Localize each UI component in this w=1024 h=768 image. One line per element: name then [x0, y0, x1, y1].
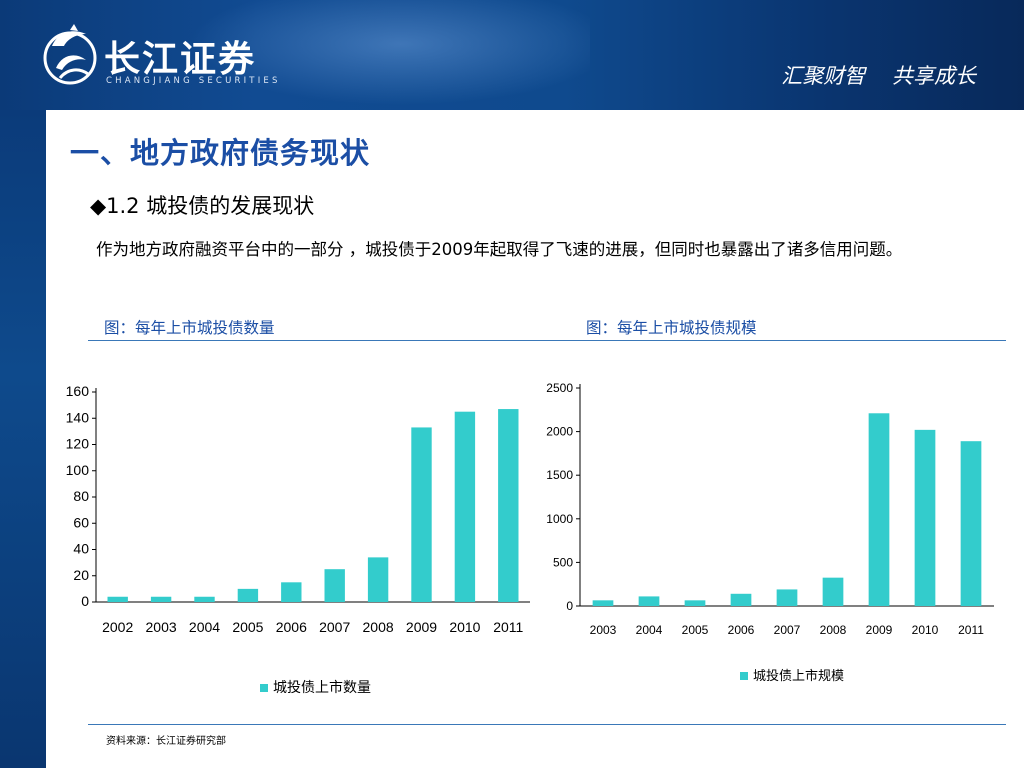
x-tick-label: 2009	[866, 623, 893, 637]
y-tick-label: 100	[66, 462, 90, 478]
x-tick-label: 2010	[912, 623, 939, 637]
header-glow	[170, 0, 590, 110]
bar-2009	[411, 427, 432, 602]
x-tick-label: 2005	[232, 619, 263, 635]
bar-2003	[592, 600, 614, 606]
source-note: 资料来源：长江证券研究部	[106, 736, 226, 747]
y-tick-label: 40	[73, 541, 89, 557]
bar-2007	[776, 589, 798, 606]
legend-swatch	[260, 684, 268, 692]
bar-2008	[367, 557, 389, 602]
x-tick-label: 2007	[774, 623, 801, 637]
bar-2006	[281, 582, 302, 602]
bar-2010	[454, 411, 476, 602]
x-tick-label: 2004	[189, 619, 220, 635]
x-tick-label: 2009	[406, 619, 437, 635]
y-tick-label: 1000	[546, 512, 573, 526]
legend-swatch	[740, 672, 748, 680]
legend-label: 城投债上市规模	[753, 668, 844, 683]
left-accent-strip	[0, 110, 46, 768]
body-paragraph: 作为地方政府融资平台中的一部分 ，城投债于2009年起取得了飞速的进展，但同时也…	[96, 240, 903, 259]
bar-2005	[237, 588, 259, 602]
x-tick-label: 2011	[493, 619, 523, 635]
legend-label: 城投债上市数量	[273, 679, 371, 695]
y-tick-label: 1500	[546, 468, 573, 482]
x-tick-label: 2010	[449, 619, 480, 635]
header-banner	[0, 0, 1024, 110]
x-tick-label: 2011	[958, 623, 984, 637]
chart-caption-scale: 图：每年上市城投债规模	[586, 319, 757, 337]
y-tick-label: 160	[66, 383, 90, 399]
y-tick-label: 60	[73, 514, 89, 530]
bar-2009	[868, 413, 890, 606]
chart-bond-count: 0 20 40 60 80 100 120 140 160 2002 2003 2004 2005 200…	[66, 383, 530, 695]
y-tick-label: 140	[66, 409, 90, 425]
chart-caption-count: 图：每年上市城投债数量	[104, 319, 275, 337]
x-tick-label: 2003	[146, 619, 177, 635]
x-tick-label: 2004	[636, 623, 663, 637]
x-tick-label: 2006	[276, 619, 307, 635]
y-tick-label: 80	[73, 488, 89, 504]
section-title: ◆1.2 城投债的发展现状	[90, 194, 315, 218]
caption-divider	[88, 340, 1006, 341]
x-tick-label: 2006	[728, 623, 755, 637]
bar-2011	[960, 441, 982, 606]
x-tick-label: 2007	[319, 619, 350, 635]
bar-2007	[324, 569, 345, 602]
bar-2003	[150, 596, 172, 602]
bar-2004	[194, 596, 215, 602]
x-tick-label: 2002	[102, 619, 133, 635]
y-tick-label: 20	[73, 567, 89, 583]
logo-icon	[43, 24, 97, 85]
brand-name: 长江证券	[104, 39, 257, 80]
y-tick-label: 120	[66, 436, 90, 452]
y-tick-label: 2000	[546, 425, 573, 439]
bar-2005	[684, 600, 706, 606]
slogan: 汇聚财智 共享成长	[781, 64, 976, 88]
bar-2002	[107, 596, 128, 602]
y-tick-label: 500	[553, 555, 573, 569]
chart-bond-scale: 0 500 1000 1500 2000 2500 2003 2004 2005 2006 2007…	[546, 381, 994, 683]
y-tick-label: 0	[566, 599, 573, 613]
brand-subtitle: CHANGJIANG SECURITIES	[106, 76, 281, 86]
bar-2004	[638, 596, 660, 606]
x-tick-label: 2003	[590, 623, 617, 637]
y-tick-label: 2500	[546, 381, 573, 395]
page-title: 一、地方政府债务现状	[70, 136, 371, 170]
y-tick-label: 0	[81, 593, 89, 609]
footer-divider	[88, 724, 1006, 725]
bar-2006	[730, 593, 752, 606]
bar-2008	[822, 577, 844, 606]
x-tick-label: 2005	[682, 623, 709, 637]
bar-2011	[498, 409, 519, 602]
x-tick-label: 2008	[363, 619, 394, 635]
x-tick-label: 2008	[820, 623, 847, 637]
bar-2010	[914, 429, 936, 606]
